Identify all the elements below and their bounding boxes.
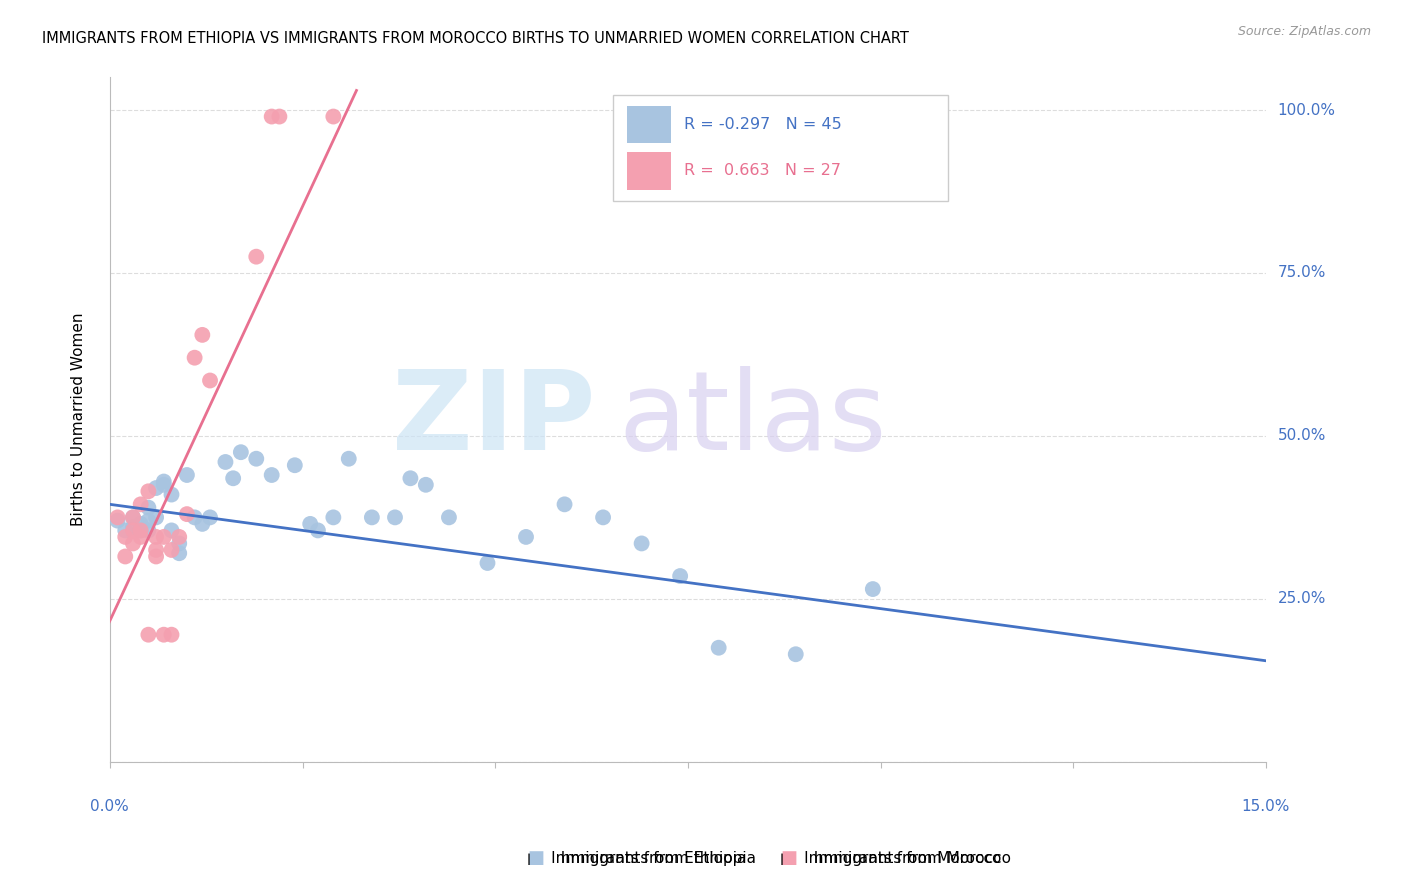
Point — [260, 468, 283, 483]
Point — [167, 530, 190, 544]
Point — [160, 628, 183, 642]
Point — [337, 451, 360, 466]
Point — [299, 516, 322, 531]
Bar — [627, 153, 671, 190]
Point — [214, 455, 236, 469]
Point — [191, 516, 214, 531]
Point — [198, 510, 221, 524]
Point — [307, 524, 329, 538]
Point — [245, 451, 267, 466]
Point — [129, 524, 152, 538]
Point — [515, 530, 537, 544]
Text: ■  Immigrants from Ethiopia: ■ Immigrants from Ethiopia — [527, 851, 747, 865]
Text: 50.0%: 50.0% — [1278, 428, 1326, 443]
Point — [114, 549, 136, 564]
Point — [477, 556, 499, 570]
Point — [167, 536, 190, 550]
Point — [122, 524, 145, 538]
Point — [415, 477, 437, 491]
Point — [138, 500, 160, 515]
Point — [191, 327, 214, 342]
Point — [176, 507, 198, 521]
Text: ZIP: ZIP — [392, 366, 595, 473]
Point — [107, 510, 129, 524]
Point — [229, 445, 252, 459]
Point — [707, 640, 730, 655]
Point — [260, 110, 283, 124]
Point — [322, 510, 344, 524]
Point — [129, 497, 152, 511]
Text: IMMIGRANTS FROM ETHIOPIA VS IMMIGRANTS FROM MOROCCO BIRTHS TO UNMARRIED WOMEN CO: IMMIGRANTS FROM ETHIOPIA VS IMMIGRANTS F… — [42, 31, 910, 46]
Point — [176, 468, 198, 483]
Point — [554, 497, 576, 511]
Text: Immigrants from Ethiopia: Immigrants from Ethiopia — [551, 851, 756, 865]
Text: R = -0.297   N = 45: R = -0.297 N = 45 — [685, 117, 842, 132]
Point — [785, 647, 807, 661]
Text: R =  0.663   N = 27: R = 0.663 N = 27 — [685, 163, 841, 178]
Point — [183, 510, 205, 524]
Point — [399, 471, 422, 485]
Point — [152, 530, 174, 544]
Text: ■: ■ — [780, 849, 797, 867]
Point — [122, 520, 145, 534]
Point — [322, 110, 344, 124]
Point — [114, 524, 136, 538]
Point — [152, 475, 174, 489]
Point — [222, 471, 245, 485]
Point — [122, 510, 145, 524]
Point — [152, 628, 174, 642]
Point — [138, 524, 160, 538]
Point — [269, 110, 291, 124]
Point — [145, 549, 167, 564]
Point — [107, 514, 129, 528]
Point — [138, 484, 160, 499]
Text: 75.0%: 75.0% — [1278, 266, 1326, 280]
Point — [862, 582, 884, 596]
Point — [129, 524, 152, 538]
Point — [160, 487, 183, 501]
Point — [122, 510, 145, 524]
Point — [145, 543, 167, 558]
Point — [160, 524, 183, 538]
Point — [114, 530, 136, 544]
Text: 100.0%: 100.0% — [1278, 103, 1336, 118]
Point — [669, 569, 692, 583]
Point — [145, 530, 167, 544]
Point — [384, 510, 406, 524]
Bar — [627, 106, 671, 144]
Point — [284, 458, 307, 473]
Y-axis label: Births to Unmarried Women: Births to Unmarried Women — [72, 313, 86, 526]
Point — [138, 628, 160, 642]
Text: Source: ZipAtlas.com: Source: ZipAtlas.com — [1237, 25, 1371, 38]
Point — [129, 516, 152, 531]
Point — [360, 510, 382, 524]
Point — [437, 510, 460, 524]
Text: Immigrants from Morocco: Immigrants from Morocco — [804, 851, 1011, 865]
Point — [630, 536, 652, 550]
Point — [145, 481, 167, 495]
Text: 0.0%: 0.0% — [90, 799, 129, 814]
Point — [160, 543, 183, 558]
Text: atlas: atlas — [619, 366, 887, 473]
Text: 25.0%: 25.0% — [1278, 591, 1326, 607]
Point — [245, 250, 267, 264]
Point — [152, 477, 174, 491]
Point — [129, 530, 152, 544]
Point — [122, 536, 145, 550]
Point — [138, 514, 160, 528]
Text: ■  Immigrants from Morocco: ■ Immigrants from Morocco — [780, 851, 1001, 865]
Text: ■: ■ — [527, 849, 544, 867]
Point — [167, 546, 190, 560]
Point — [145, 510, 167, 524]
Point — [592, 510, 614, 524]
Point — [198, 374, 221, 388]
Text: 15.0%: 15.0% — [1241, 799, 1291, 814]
Point — [183, 351, 205, 365]
FancyBboxPatch shape — [613, 95, 948, 201]
